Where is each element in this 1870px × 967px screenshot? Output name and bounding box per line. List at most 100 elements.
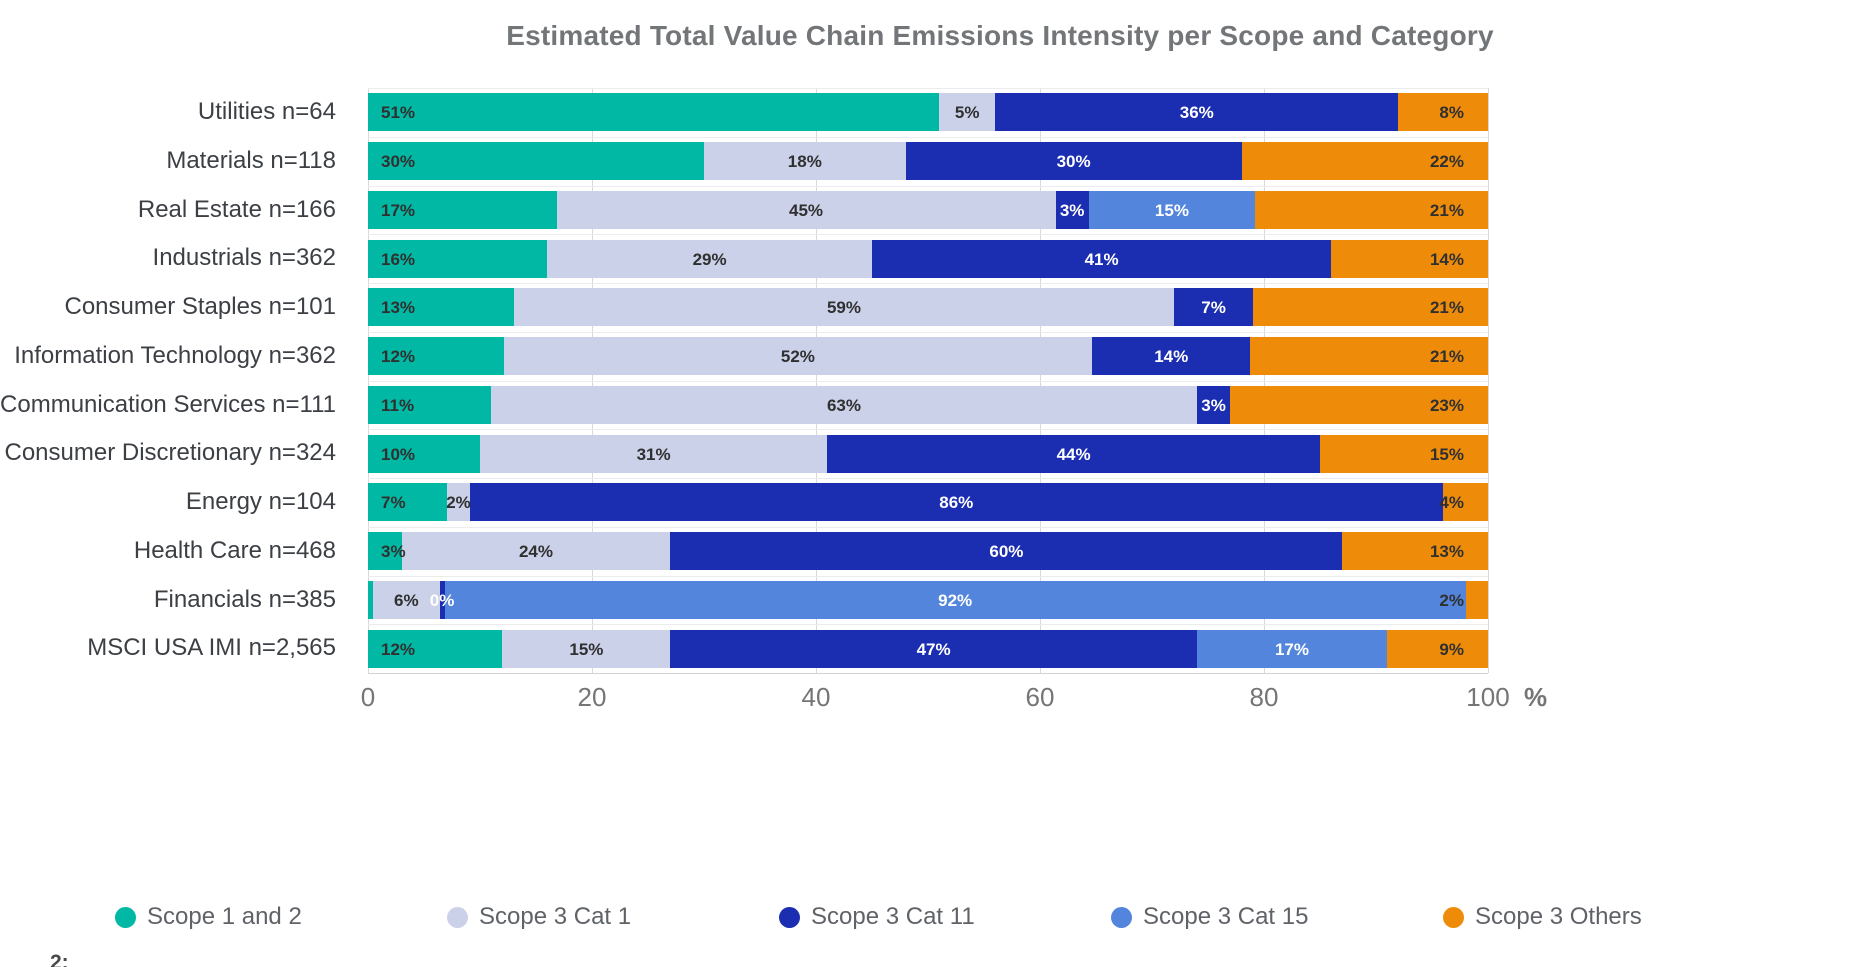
bar-segment-others: 15% xyxy=(1319,434,1488,473)
legend-label: Scope 3 Cat 15 xyxy=(1143,903,1309,930)
category-label: Energy n=104 xyxy=(185,488,336,515)
segment-value-label: 9% xyxy=(1439,639,1464,659)
legend-swatch-cat1 xyxy=(447,906,468,928)
chart-row: MSCI USA IMI n=2,565 12% 15% 47% 17% 9% xyxy=(87,624,1488,673)
bar-segment-cat1: 29% xyxy=(547,239,872,278)
segment-value-label: 92% xyxy=(938,590,973,610)
segment-value-label: 36% xyxy=(1179,103,1214,123)
category-label: Communication Services n=111 xyxy=(0,390,336,418)
category-label: Industrials n=362 xyxy=(152,244,336,272)
chart-row: Materials n=118 30% 18% 30% 22% xyxy=(166,137,1488,186)
row-separator-line xyxy=(368,234,1488,236)
row-separator-line xyxy=(368,331,1488,333)
row-separator-line xyxy=(368,624,1488,626)
segment-value-label: 10% xyxy=(381,444,416,464)
bar-track: 12% 52% 14% 21% xyxy=(368,337,1488,376)
segment-value-label: 15% xyxy=(1429,444,1464,464)
segment-value-label: 22% xyxy=(1429,152,1464,172)
legend-item-cat15: Scope 3 Cat 15 xyxy=(1111,903,1443,931)
bar-segment-scope12: 16% xyxy=(368,239,548,278)
bar-segment-cat1: 52% xyxy=(503,337,1093,376)
x-axis-tick-label: 0 xyxy=(360,682,376,712)
bar-segment-cat11: 14% xyxy=(1092,337,1251,376)
row-separator-line xyxy=(368,526,1488,528)
chart-row: Health Care n=468 3% 24% 60% 13% xyxy=(134,527,1488,576)
segment-value-label: 11% xyxy=(381,395,415,415)
segment-value-label: 21% xyxy=(1429,298,1464,318)
bar-segment-cat1: 63% xyxy=(491,385,1197,424)
bar-segment-cat11: 60% xyxy=(670,532,1343,571)
bar-segment-cat1: 18% xyxy=(704,142,906,181)
segment-value-label: 23% xyxy=(1429,395,1464,415)
bar-segment-cat1: 59% xyxy=(513,288,1175,327)
row-separator-line xyxy=(368,575,1488,577)
bar-track: 3% 24% 60% 13% xyxy=(368,532,1488,571)
chart-row: Real Estate n=166 17% 45% 3% 15% 21% xyxy=(138,186,1488,235)
legend-swatch-others xyxy=(1443,906,1464,928)
legend-item-scope12: Scope 1 and 2 xyxy=(115,903,447,931)
bar-segment-cat15: 15% xyxy=(1088,190,1256,229)
chart-row: Financials n=385 6% 0% 92% 2% xyxy=(154,576,1488,625)
legend-swatch-scope12 xyxy=(115,906,136,928)
bar-track: 7% 2% 86% 4% xyxy=(368,483,1488,522)
segment-value-label: 2% xyxy=(1439,590,1464,610)
segment-value-label: 6% xyxy=(393,590,419,610)
bar-track: 51% 5% 36% 8% xyxy=(368,93,1488,132)
chart-row: Information Technology n=362 12% 52% 14% 21% xyxy=(14,332,1488,381)
bar-segment-scope12: 51% xyxy=(368,93,940,132)
bar-segment-others: 21% xyxy=(1252,288,1488,327)
category-label: Consumer Discretionary n=324 xyxy=(4,439,337,467)
bar-segment-cat1: 2% xyxy=(446,483,471,522)
bar-segment-scope12 xyxy=(368,580,373,619)
segment-value-label: 30% xyxy=(381,152,416,172)
segment-value-label: 7% xyxy=(1201,298,1226,318)
segment-value-label: 3% xyxy=(1201,395,1226,415)
segment-value-label: 13% xyxy=(1429,542,1464,562)
bar-segment-scope12: 10% xyxy=(368,434,480,473)
chart-row: Industrials n=362 16% 29% 41% 14% xyxy=(153,234,1488,283)
bar-segment-others: 2% xyxy=(1439,580,1488,619)
bar-segment-scope12: 30% xyxy=(368,142,704,181)
segment-value-label: 0% xyxy=(429,590,455,610)
segment-value-label: 15% xyxy=(569,639,604,659)
segment-value-label: 5% xyxy=(954,103,980,123)
bar-segment-others: 21% xyxy=(1255,190,1488,229)
bar-segment-cat11: 36% xyxy=(995,93,1399,132)
segment-value-label: 31% xyxy=(636,444,671,464)
bar-segment-scope12: 7% xyxy=(368,483,448,522)
legend-label: Scope 3 Others xyxy=(1475,903,1642,930)
plot-area: Utilities n=64 51% 5% 36% 8% Materials n=118 3… xyxy=(0,88,1489,674)
bar-segment-cat11: 0% xyxy=(430,580,454,619)
segment-value-label: 29% xyxy=(692,249,727,269)
category-label: Information Technology n=362 xyxy=(14,341,336,369)
bar-segment-others: 8% xyxy=(1398,93,1488,132)
bar-segment-others: 21% xyxy=(1250,337,1488,376)
legend-label: Scope 3 Cat 11 xyxy=(811,903,975,930)
footnote-marker: 2: xyxy=(50,951,69,967)
x-axis-tick-label: 20 xyxy=(577,682,607,712)
legend-item-cat11: Scope 3 Cat 11 xyxy=(779,903,1111,931)
segment-value-label: 2% xyxy=(446,493,471,513)
bars-layer: Utilities n=64 51% 5% 36% 8% Materials n=118 3… xyxy=(0,88,1488,673)
category-label: Financials n=385 xyxy=(153,585,336,613)
segment-value-label: 15% xyxy=(1154,200,1189,220)
row-separator-line xyxy=(368,380,1488,382)
segment-value-label: 30% xyxy=(1056,152,1091,172)
bar-segment-cat1: 6% xyxy=(372,580,440,619)
bar-track: 12% 15% 47% 17% 9% xyxy=(368,629,1488,668)
segment-value-label: 8% xyxy=(1439,103,1464,123)
segment-value-label: 17% xyxy=(1274,639,1309,659)
chart-row: Communication Services n=111 11% 63% 3% 23% xyxy=(0,381,1488,430)
bar-segment-others: 22% xyxy=(1241,142,1488,181)
x-axis-tick-label: 60 xyxy=(1025,682,1055,712)
bar-segment-cat1: 5% xyxy=(939,93,996,132)
bar-segment-cat11: 3% xyxy=(1196,385,1231,424)
segment-value-label: 13% xyxy=(381,298,416,318)
segment-value-label: 3% xyxy=(381,542,406,562)
segment-value-label: 4% xyxy=(1439,493,1464,513)
bar-segment-others: 9% xyxy=(1387,629,1488,668)
bar-segment-scope12: 12% xyxy=(368,629,503,668)
legend: Scope 1 and 2 Scope 3 Cat 1 Scope 3 Cat 11… xyxy=(115,903,1775,931)
x-axis: 0 20 40 60 80 100 xyxy=(361,682,1510,716)
legend-label: Scope 3 Cat 1 xyxy=(479,903,632,930)
